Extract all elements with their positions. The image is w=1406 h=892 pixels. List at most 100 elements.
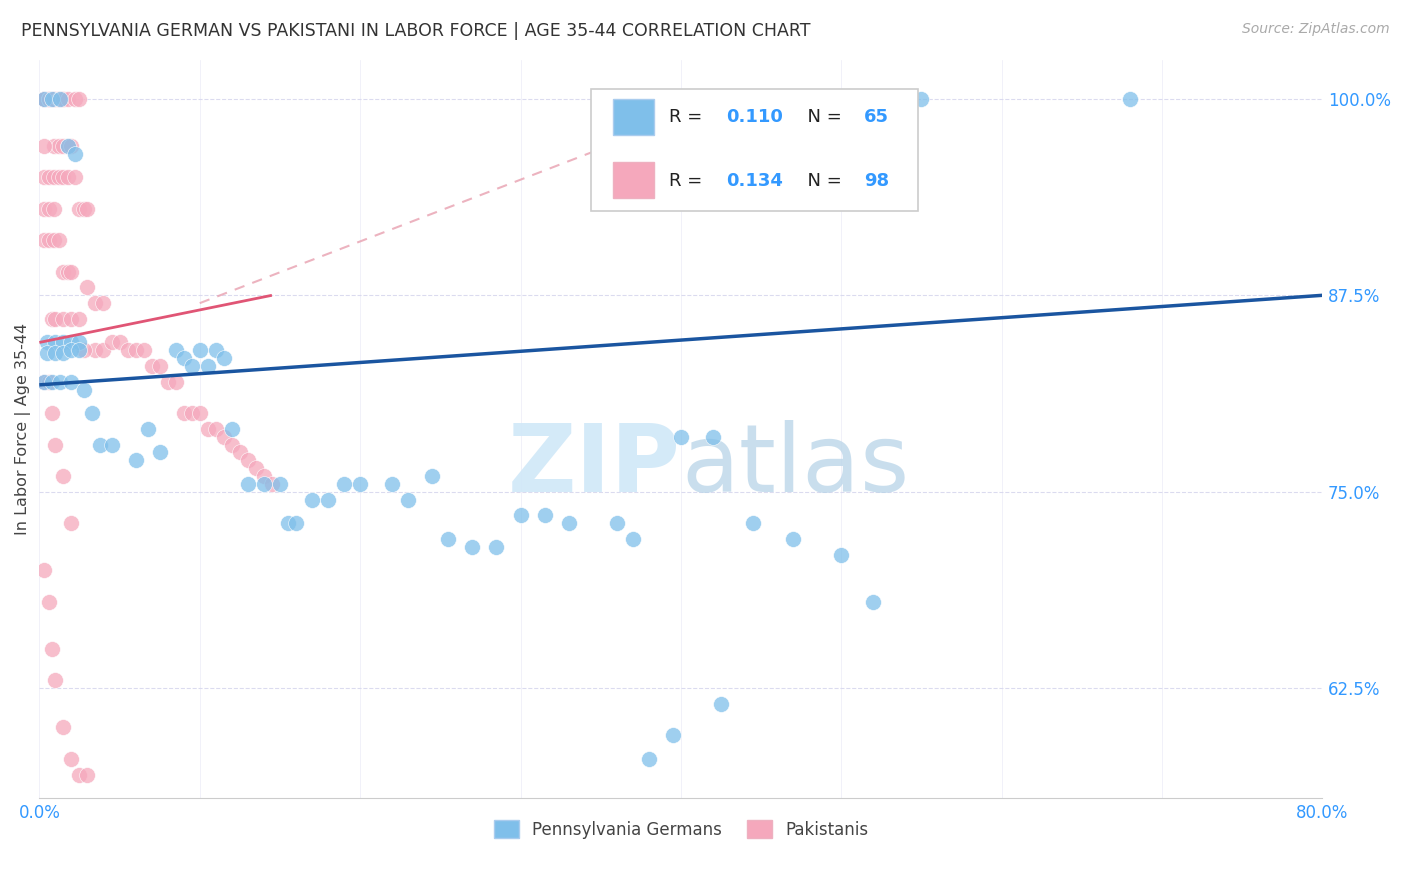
Pakistanis	[58, 139, 80, 153]
Pakistanis	[117, 343, 139, 358]
Pakistanis	[260, 476, 283, 491]
Pakistanis	[221, 437, 243, 451]
Text: atlas: atlas	[681, 420, 910, 512]
Legend: Pennsylvania Germans, Pakistanis: Pennsylvania Germans, Pakistanis	[486, 814, 875, 846]
Pakistanis	[41, 311, 63, 326]
Pakistanis	[60, 139, 83, 153]
Pakistanis	[32, 92, 55, 106]
Pakistanis	[38, 92, 60, 106]
Pakistanis	[52, 469, 75, 483]
Pakistanis	[165, 375, 187, 389]
Text: 98: 98	[865, 172, 890, 190]
Text: Source: ZipAtlas.com: Source: ZipAtlas.com	[1241, 22, 1389, 37]
Pakistanis	[84, 343, 107, 358]
Pennsylvania Germans	[485, 540, 508, 554]
Pakistanis	[32, 375, 55, 389]
Pakistanis	[93, 343, 115, 358]
Pakistanis	[73, 202, 96, 216]
Pakistanis	[38, 233, 60, 247]
Pakistanis	[67, 92, 90, 106]
Pakistanis	[32, 92, 55, 106]
Pakistanis	[188, 406, 211, 420]
Pennsylvania Germans	[49, 375, 72, 389]
Pennsylvania Germans	[606, 516, 628, 530]
Pakistanis	[48, 92, 70, 106]
Pakistanis	[42, 170, 65, 185]
Pennsylvania Germans	[277, 516, 299, 530]
Pakistanis	[52, 139, 75, 153]
Pakistanis	[84, 296, 107, 310]
Pennsylvania Germans	[32, 92, 55, 106]
Pennsylvania Germans	[37, 346, 59, 360]
Pennsylvania Germans	[60, 375, 83, 389]
Pennsylvania Germans	[180, 359, 202, 373]
Pakistanis	[149, 359, 172, 373]
Pakistanis	[60, 516, 83, 530]
Pakistanis	[58, 92, 80, 106]
Pennsylvania Germans	[349, 476, 371, 491]
Pennsylvania Germans	[197, 359, 219, 373]
Pennsylvania Germans	[52, 335, 75, 350]
Pennsylvania Germans	[73, 383, 96, 397]
Pennsylvania Germans	[52, 346, 75, 360]
Pakistanis	[76, 280, 98, 294]
Bar	[613, 162, 654, 198]
Pakistanis	[41, 406, 63, 420]
Pennsylvania Germans	[1119, 92, 1142, 106]
Pakistanis	[38, 92, 60, 106]
Pennsylvania Germans	[236, 476, 259, 491]
Text: ZIP: ZIP	[508, 420, 681, 512]
Y-axis label: In Labor Force | Age 35-44: In Labor Force | Age 35-44	[15, 323, 31, 535]
Pennsylvania Germans	[138, 422, 160, 436]
Pakistanis	[48, 170, 70, 185]
Pennsylvania Germans	[89, 437, 111, 451]
Pennsylvania Germans	[60, 335, 83, 350]
Pennsylvania Germans	[253, 476, 276, 491]
Pakistanis	[32, 92, 55, 106]
Pakistanis	[32, 563, 55, 577]
Pakistanis	[141, 359, 163, 373]
Pennsylvania Germans	[702, 430, 724, 444]
Pakistanis	[44, 437, 66, 451]
Pakistanis	[48, 233, 70, 247]
Pennsylvania Germans	[381, 476, 404, 491]
Pennsylvania Germans	[100, 437, 122, 451]
Pakistanis	[156, 375, 179, 389]
Pakistanis	[32, 233, 55, 247]
Pakistanis	[38, 375, 60, 389]
Pakistanis	[44, 311, 66, 326]
Pennsylvania Germans	[461, 540, 484, 554]
Pakistanis	[63, 170, 86, 185]
Pakistanis	[42, 92, 65, 106]
Pakistanis	[212, 430, 235, 444]
Pakistanis	[42, 139, 65, 153]
Pennsylvania Germans	[396, 492, 419, 507]
Pakistanis	[32, 139, 55, 153]
Pakistanis	[52, 92, 75, 106]
Pennsylvania Germans	[269, 476, 291, 491]
Pakistanis	[132, 343, 155, 358]
Pakistanis	[38, 92, 60, 106]
Pakistanis	[32, 92, 55, 106]
Pakistanis	[48, 92, 70, 106]
Pakistanis	[73, 343, 96, 358]
Pakistanis	[63, 92, 86, 106]
Pennsylvania Germans	[165, 343, 187, 358]
Pakistanis	[41, 641, 63, 656]
Pakistanis	[197, 422, 219, 436]
Pakistanis	[42, 92, 65, 106]
Pennsylvania Germans	[58, 139, 80, 153]
Pakistanis	[58, 265, 80, 279]
Pakistanis	[48, 139, 70, 153]
Pakistanis	[52, 721, 75, 735]
Pakistanis	[32, 92, 55, 106]
Text: R =: R =	[669, 172, 709, 190]
Pennsylvania Germans	[637, 752, 659, 766]
Pakistanis	[253, 469, 276, 483]
Pennsylvania Germans	[124, 453, 146, 467]
Pennsylvania Germans	[669, 430, 692, 444]
Pennsylvania Germans	[420, 469, 443, 483]
Pakistanis	[48, 92, 70, 106]
Pakistanis	[32, 92, 55, 106]
Pennsylvania Germans	[557, 516, 579, 530]
